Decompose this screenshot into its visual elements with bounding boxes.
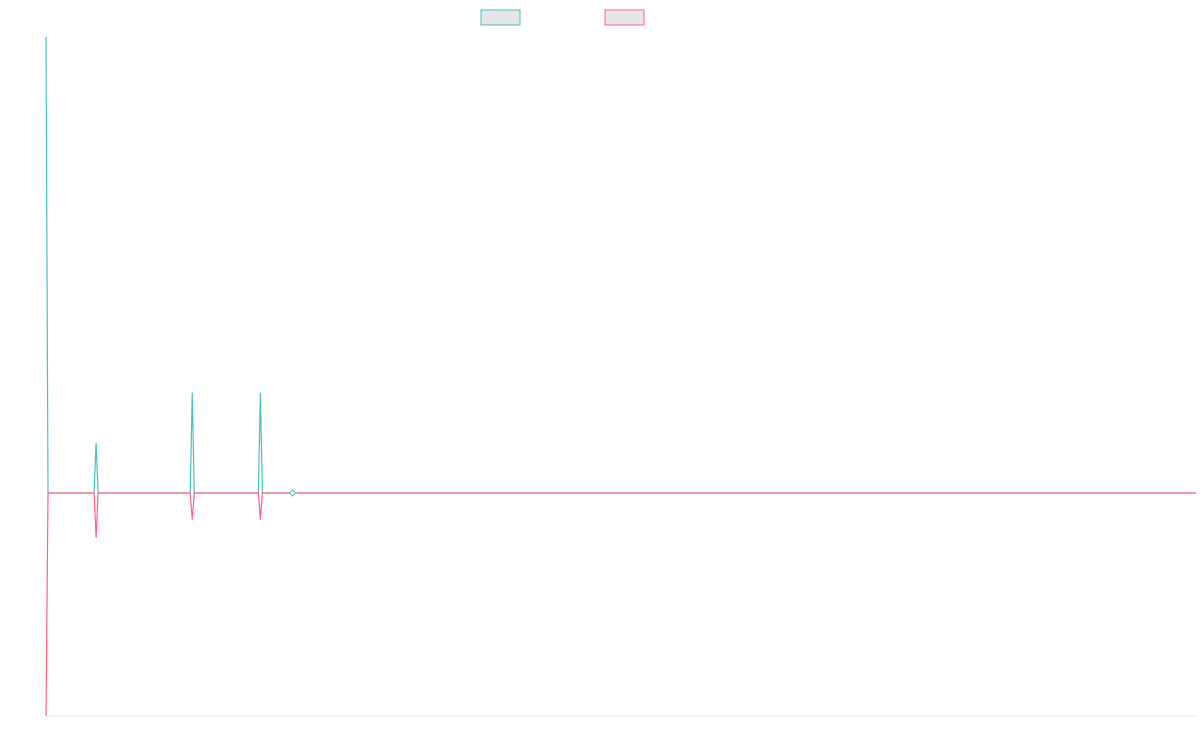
legend-item-series-2[interactable] bbox=[604, 9, 645, 26]
series-group bbox=[45, 36, 1196, 717]
legend-swatch bbox=[480, 9, 521, 26]
legend-swatch bbox=[604, 9, 645, 26]
legend bbox=[480, 9, 645, 26]
series-line-2[interactable] bbox=[45, 492, 1196, 717]
data-point-marker[interactable] bbox=[288, 489, 297, 497]
series-line-1[interactable] bbox=[45, 36, 1196, 494]
legend-item-series-1[interactable] bbox=[480, 9, 521, 26]
marker-group bbox=[288, 489, 297, 497]
